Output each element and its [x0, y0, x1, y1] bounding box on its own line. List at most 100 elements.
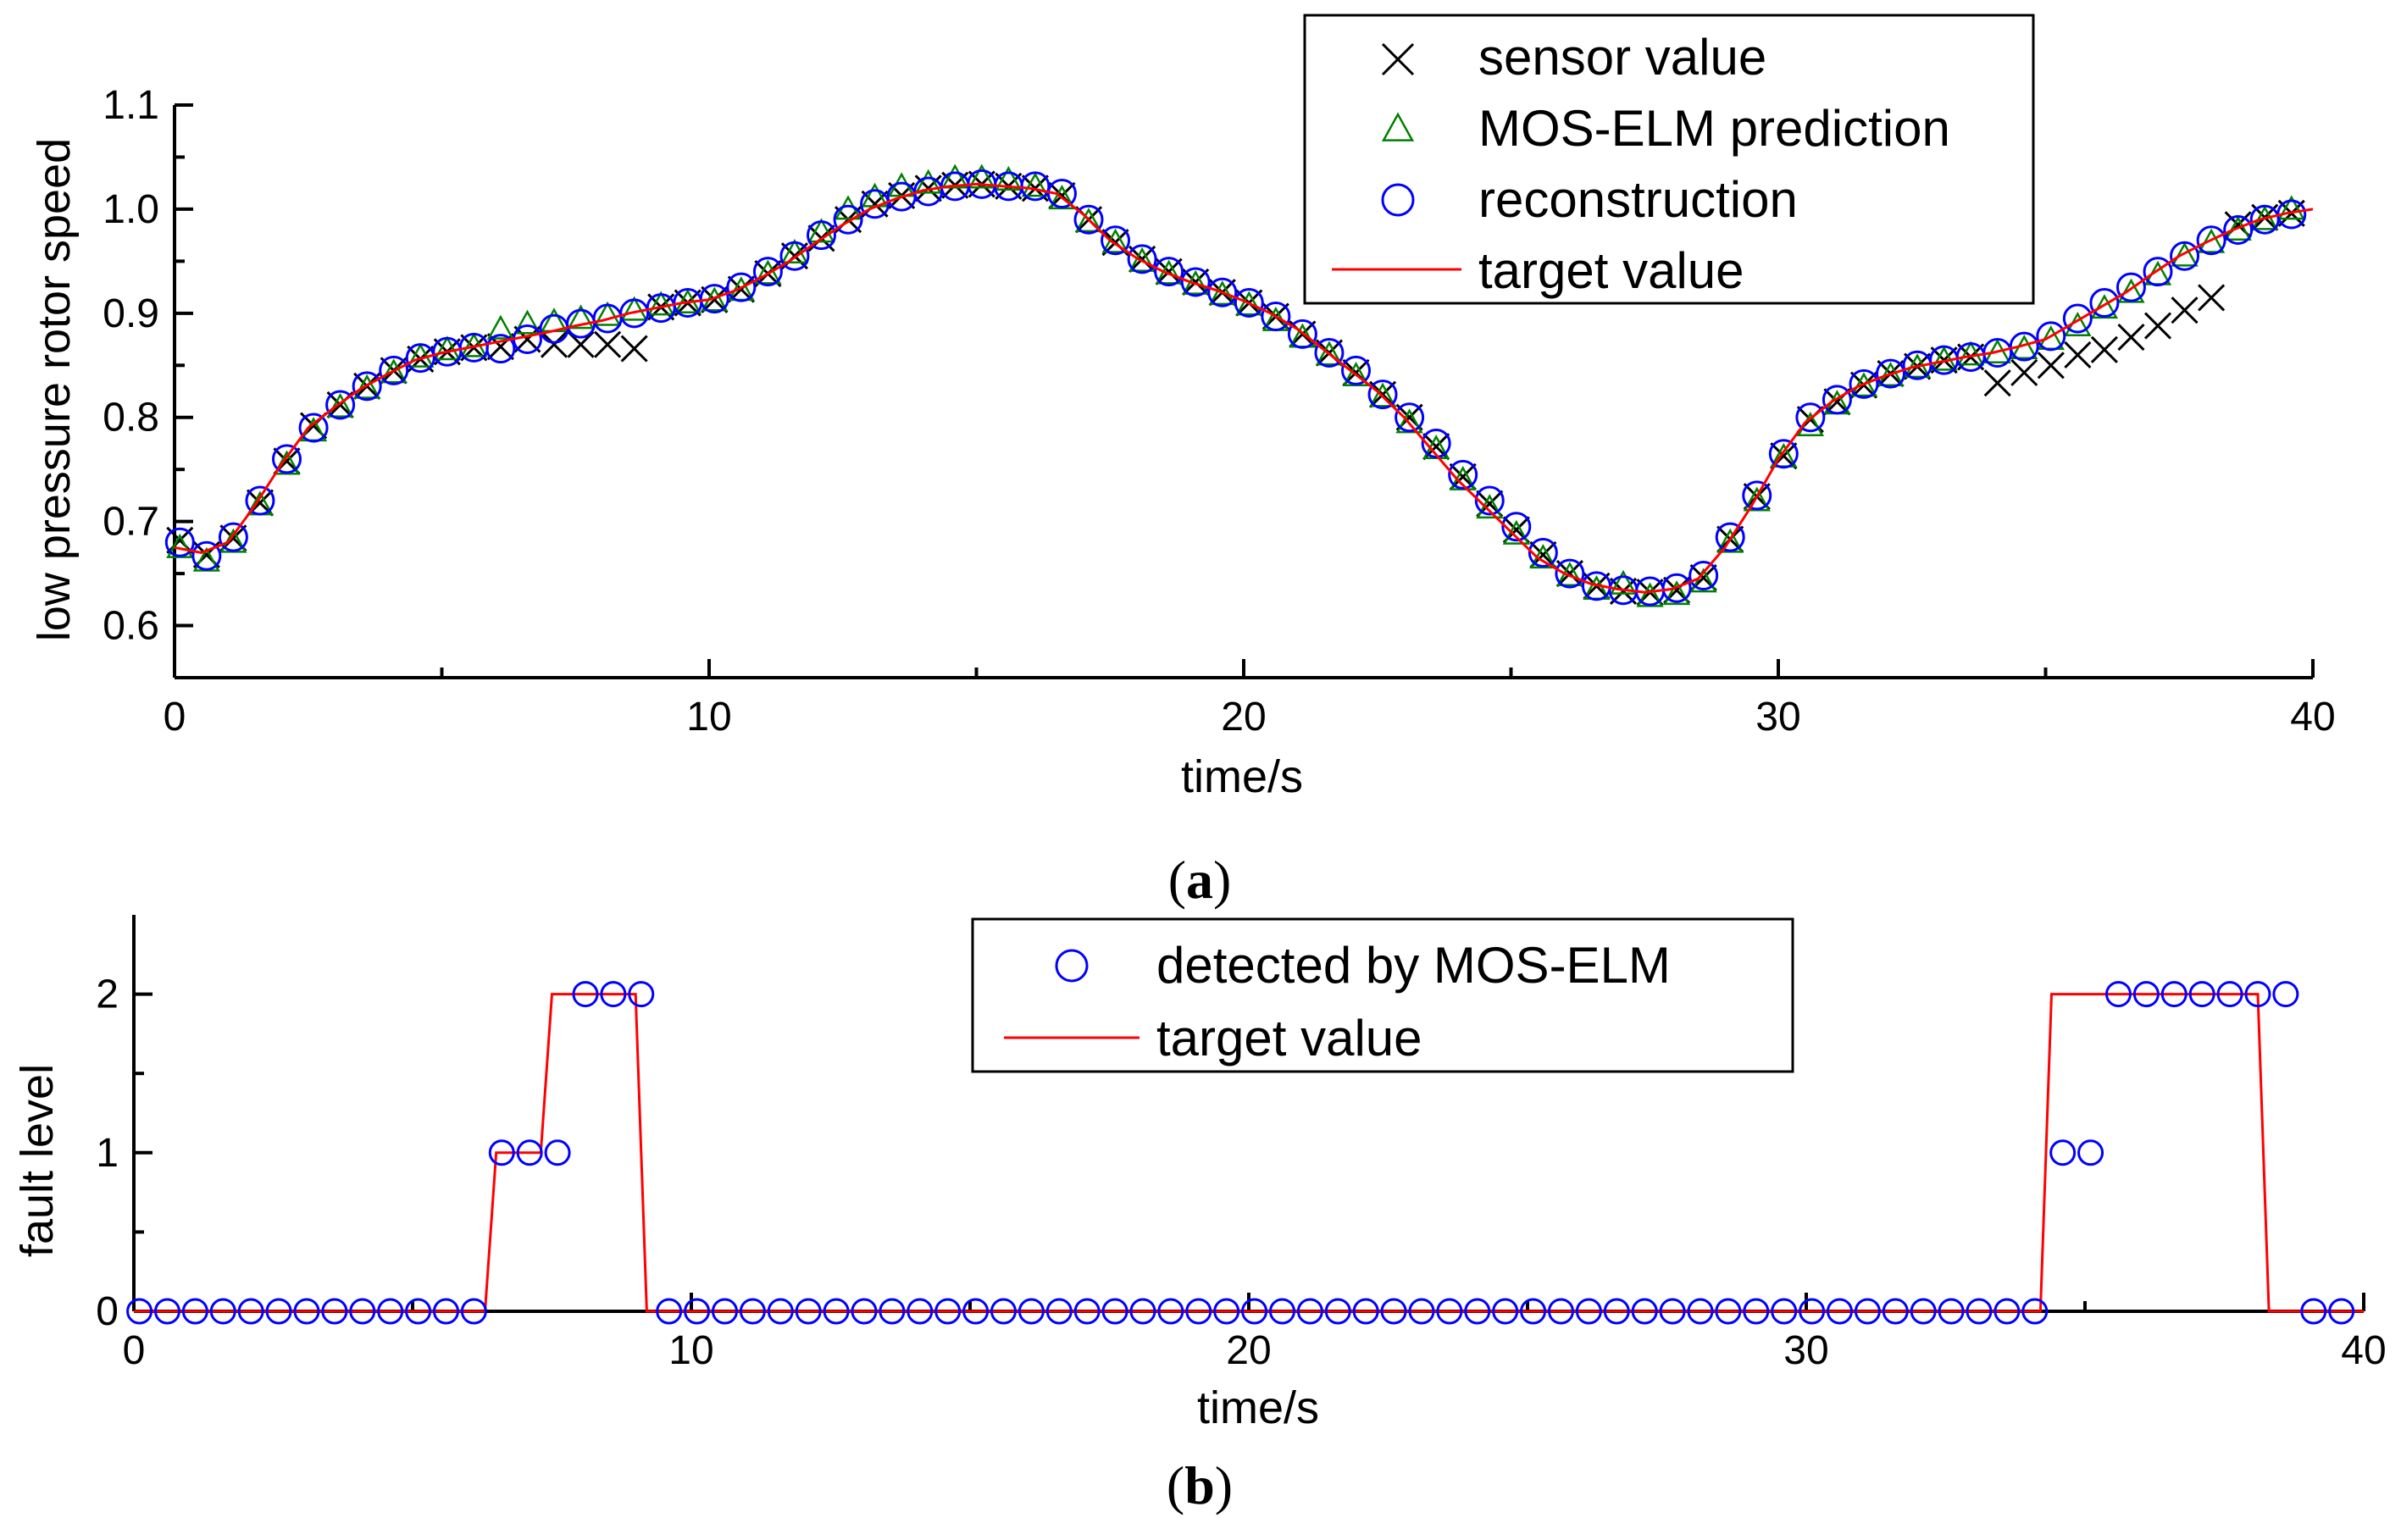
- reconstruction-point-75: [2170, 241, 2200, 271]
- detected-point-45: [1380, 1298, 1407, 1325]
- prediction-point-13: [513, 309, 541, 335]
- detected-point-3: [209, 1298, 236, 1325]
- prediction-point-40: [1235, 291, 1263, 316]
- chart-b-detected-series: [126, 981, 2355, 1325]
- detected-point-43: [1324, 1298, 1351, 1325]
- detected-point-25: [823, 1298, 850, 1325]
- reconstruction-point-76: [2196, 225, 2226, 256]
- detected-point-40: [1241, 1298, 1268, 1325]
- prediction-point-67: [1957, 341, 1985, 366]
- reconstruction-point-49: [1474, 485, 1505, 516]
- detected-point-49: [1492, 1298, 1519, 1325]
- reconstruction-point-58: [1715, 522, 1745, 552]
- reconstruction-point-38: [1180, 267, 1211, 297]
- prediction-point-79: [2277, 195, 2305, 220]
- target-line-a: [174, 182, 2314, 594]
- reconstruction-point-36: [1127, 244, 1157, 274]
- sensor-point-70: [2037, 352, 2065, 379]
- detected-point-73: [2160, 981, 2188, 1008]
- reconstruction-point-71: [2062, 303, 2093, 334]
- reconstruction-point-5: [298, 413, 329, 443]
- reconstruction-point-4: [272, 444, 302, 474]
- reconstruction-point-2: [218, 522, 248, 552]
- sensor-point-16-stroke-2: [594, 330, 622, 358]
- sensor-point-72-stroke-2: [2090, 335, 2118, 363]
- sensor-point-38: [1182, 268, 1210, 296]
- detected-point-42: [1296, 1298, 1323, 1325]
- chart-a-y-tick-label-4: 1.0: [103, 187, 159, 232]
- detected-point-31: [990, 1298, 1017, 1325]
- sensor-point-76: [2198, 284, 2226, 312]
- reconstruction-point-45: [1367, 379, 1398, 410]
- sensor-point-76-stroke-2: [2198, 284, 2226, 312]
- prediction-point-23: [780, 238, 809, 263]
- chart-b-ylabel: fault level: [12, 1064, 63, 1257]
- prediction-point-39: [1208, 280, 1236, 306]
- prediction-point-31: [995, 165, 1023, 191]
- detected-point-56: [1687, 1298, 1714, 1325]
- prediction-point-15: [567, 304, 595, 330]
- chart-a: 0 10 20 30 40 0.6 0.7 0.8 0.9 1.0 1.1 time/s low p…: [29, 14, 2336, 910]
- detected-point-19: [656, 1298, 683, 1325]
- prediction-point-24: [807, 218, 835, 243]
- detected-point-79: [2328, 1298, 2355, 1325]
- prediction-point-12: [486, 314, 515, 340]
- detected-point-17: [600, 981, 627, 1008]
- reconstruction-point-59: [1742, 480, 1772, 511]
- detected-point-4: [237, 1298, 264, 1325]
- sensor-point-36-stroke-2: [1128, 245, 1156, 273]
- detected-point-57: [1715, 1298, 1742, 1325]
- legend-label-sensor: sensor value: [1478, 29, 1766, 86]
- prediction-point-16: [593, 301, 622, 326]
- chart-a-x-tick-label-20: 20: [1221, 695, 1266, 740]
- chart-a-y-tick-label-1: 0.7: [103, 500, 159, 545]
- detected-point-13: [488, 1139, 515, 1166]
- detected-point-22: [739, 1298, 766, 1325]
- legend-reconstruction-circle-icon: [1381, 183, 1415, 217]
- detected-point-39: [1213, 1298, 1240, 1325]
- detected-point-6: [293, 1298, 320, 1325]
- detected-point-18: [628, 981, 655, 1008]
- prediction-point-76: [2197, 228, 2226, 253]
- prediction-point-6: [326, 392, 354, 418]
- detected-point-62: [1854, 1298, 1881, 1325]
- detected-point-71: [2104, 981, 2132, 1008]
- reconstruction-point-34: [1073, 204, 1104, 235]
- chart-b: 0 10 20 30 40 0 1 2 time/s fault level detected…: [12, 915, 2387, 1515]
- detected-point-65: [1938, 1298, 1965, 1325]
- legend-label-detected: detected by MOS-ELM: [1156, 937, 1671, 994]
- prediction-point-18: [647, 291, 675, 316]
- chart-a-legend-box: [1303, 14, 2035, 305]
- detected-point-63: [1882, 1298, 1909, 1325]
- legend-label-target: target value: [1478, 242, 1744, 299]
- reconstruction-point-23: [779, 241, 810, 271]
- prediction-point-32: [1021, 172, 1050, 197]
- detected-point-74: [2188, 981, 2215, 1008]
- reconstruction-point-41: [1261, 302, 1291, 332]
- sensor-point-15-stroke-2: [567, 330, 595, 358]
- detected-point-54: [1631, 1298, 1658, 1325]
- reconstruction-point-46: [1395, 402, 1425, 433]
- prediction-point-22: [754, 259, 782, 285]
- reconstruction-point-39: [1207, 277, 1238, 307]
- detected-point-11: [432, 1298, 459, 1325]
- sensor-point-45-stroke-2: [1368, 380, 1397, 408]
- reconstruction-point-3: [245, 485, 275, 516]
- detected-point-21: [711, 1298, 738, 1325]
- detected-point-70: [2077, 1139, 2104, 1166]
- sensor-point-36: [1128, 245, 1156, 273]
- detected-point-28: [907, 1298, 934, 1325]
- chart-a-reconstruction-series: [164, 169, 2307, 607]
- reconstruction-point-64: [1876, 358, 1906, 389]
- chart-b-x-tick-label-10: 10: [668, 1328, 713, 1373]
- sensor-point-17-stroke-2: [620, 335, 648, 363]
- chart-a-y-tick-label-2: 0.8: [103, 396, 159, 440]
- detected-point-68: [2021, 1298, 2049, 1325]
- detected-point-0: [126, 1298, 153, 1325]
- detected-point-59: [1771, 1298, 1798, 1325]
- detected-point-72: [2132, 981, 2160, 1008]
- detected-point-24: [795, 1298, 822, 1325]
- chart-a-x-tick-label-40: 40: [2290, 695, 2335, 740]
- legend-detected-circle-icon: [1055, 949, 1089, 983]
- detected-point-58: [1743, 1298, 1770, 1325]
